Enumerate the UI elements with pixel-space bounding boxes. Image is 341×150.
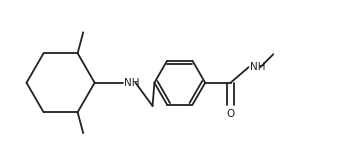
Text: NH: NH [124, 78, 139, 88]
Text: NH: NH [250, 62, 266, 72]
Text: O: O [226, 109, 235, 119]
